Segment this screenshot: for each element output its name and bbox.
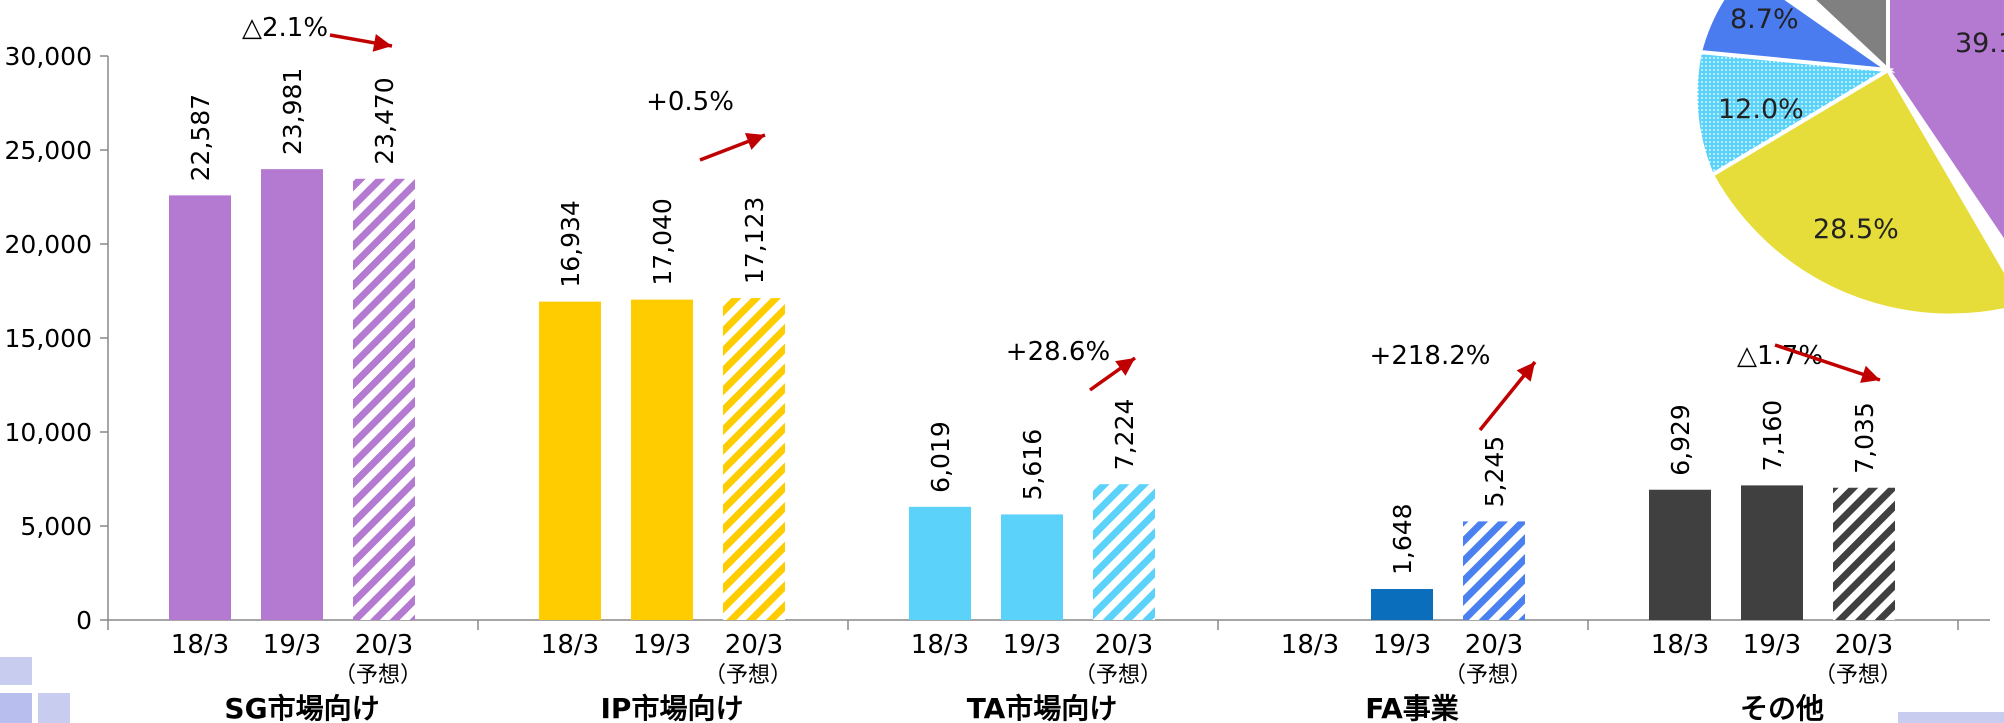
pie-slice-sg xyxy=(1886,0,2004,246)
y-tick-label: 20,000 xyxy=(5,230,92,259)
bar-value-label: 17,040 xyxy=(648,198,677,285)
pie-chart: 39.1 28.5% 12.0% 8.7% xyxy=(1693,0,2004,318)
x-category-label: 20/3 xyxy=(1095,630,1153,660)
bar-value-label: 5,616 xyxy=(1018,429,1047,501)
bar-value-label: 17,123 xyxy=(740,197,769,284)
pie-slice-ip xyxy=(1709,67,2004,318)
x-category-label: 20/3 xyxy=(355,630,413,660)
bar-value-label: 6,019 xyxy=(926,421,955,493)
bar-value-label: 7,160 xyxy=(1758,400,1787,472)
y-tick-label: 25,000 xyxy=(5,136,92,165)
y-tick-label: 5,000 xyxy=(20,512,92,541)
bar xyxy=(1001,514,1063,620)
bar xyxy=(1371,589,1433,620)
y-tick-label: 15,000 xyxy=(5,324,92,353)
change-arrow-head xyxy=(1516,362,1535,382)
labels: 18/3 22,587 19/3 23,981 20/3 （予想） 23,470 SG市場向け… xyxy=(171,68,1902,723)
decorative-squares xyxy=(0,657,2004,723)
x-category-label: 20/3 xyxy=(725,630,783,660)
y-tick-label: 10,000 xyxy=(5,418,92,447)
bar-value-label: 23,981 xyxy=(278,68,307,155)
pie-label-sg: 39.1 xyxy=(1955,28,2004,59)
forecast-note: （予想） xyxy=(704,663,792,688)
x-category-label: 20/3 xyxy=(1835,630,1893,660)
x-category-label: 19/3 xyxy=(1003,630,1061,660)
x-category-label: 20/3 xyxy=(1465,630,1523,660)
bar-value-label: 1,648 xyxy=(1388,503,1417,575)
pie-slice-other xyxy=(1810,0,1890,75)
forecast-note: （予想） xyxy=(334,663,422,688)
x-category-label: 18/3 xyxy=(171,630,229,660)
bar-value-label: 7,035 xyxy=(1850,402,1879,474)
group-name: IP市場向け xyxy=(601,692,744,723)
bar xyxy=(539,301,601,620)
forecast-note: （予想） xyxy=(1444,663,1532,688)
group-name: SG市場向け xyxy=(224,692,379,723)
group-name: FA事業 xyxy=(1365,692,1459,723)
bar-value-label: 22,587 xyxy=(186,94,215,181)
bar-value-label: 23,470 xyxy=(370,77,399,164)
change-label: △2.1% xyxy=(242,13,328,43)
x-category-label: 18/3 xyxy=(1281,630,1339,660)
x-category-label: 19/3 xyxy=(633,630,691,660)
axes: 0 5,000 10,000 15,000 20,000 25,000 30,000 xyxy=(5,42,1990,635)
x-category-label: 19/3 xyxy=(263,630,321,660)
forecast-note: （予想） xyxy=(1074,663,1162,688)
bar-forecast xyxy=(1093,484,1155,620)
bar-forecast xyxy=(1463,521,1525,620)
change-label: +28.6% xyxy=(1006,337,1110,367)
bar xyxy=(909,506,971,620)
group-name: TA市場向け xyxy=(967,692,1118,723)
bar-forecast xyxy=(353,178,415,620)
x-category-label: 18/3 xyxy=(911,630,969,660)
change-arrow xyxy=(1774,343,1881,382)
pie-label-ta: 12.0% xyxy=(1718,94,1804,125)
pie-slice-fa xyxy=(1697,0,1896,73)
x-category-label: 18/3 xyxy=(1651,630,1709,660)
bar xyxy=(169,195,231,621)
bar-value-label: 6,929 xyxy=(1666,404,1695,476)
x-category-label: 19/3 xyxy=(1743,630,1801,660)
bar-forecast xyxy=(723,298,785,620)
change-arrow-head xyxy=(744,133,765,150)
bar xyxy=(261,169,323,620)
bar-value-label: 16,934 xyxy=(556,200,585,287)
group-name: その他 xyxy=(1740,692,1824,723)
change-arrow-head xyxy=(1860,365,1880,383)
bar xyxy=(631,299,693,620)
change-arrows: △2.1%+0.5%+28.6% +218.2% △1.7% xyxy=(242,13,1881,432)
pie-label-ip: 28.5% xyxy=(1813,214,1899,245)
bar-value-label: 7,224 xyxy=(1110,399,1139,471)
y-tick-label: 0 xyxy=(76,606,92,635)
change-arrow-head xyxy=(372,33,392,52)
bars xyxy=(169,169,1895,621)
change-label: +218.2% xyxy=(1370,341,1491,371)
bar xyxy=(1741,485,1803,620)
change-label: +0.5% xyxy=(646,87,734,117)
y-tick-label: 30,000 xyxy=(5,42,92,71)
pie-slice-ta xyxy=(1693,49,1895,178)
pie-label-fa: 8.7% xyxy=(1730,4,1799,35)
x-category-label: 18/3 xyxy=(541,630,599,660)
x-category-label: 19/3 xyxy=(1373,630,1431,660)
bar-forecast xyxy=(1833,487,1895,620)
bar xyxy=(1649,489,1711,620)
forecast-note: （予想） xyxy=(1814,663,1902,688)
change-arrow-head xyxy=(1115,358,1135,376)
bar-value-label: 5,245 xyxy=(1480,436,1509,508)
